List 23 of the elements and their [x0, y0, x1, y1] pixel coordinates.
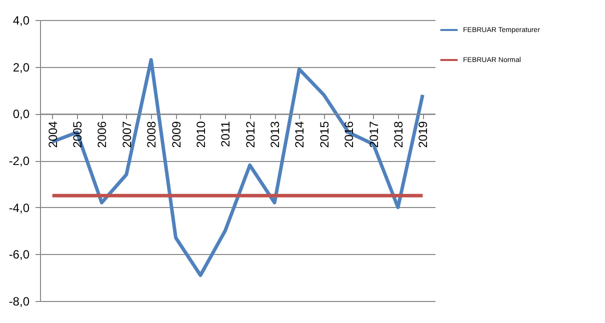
x-tick-label: 2016	[342, 120, 356, 148]
x-tick-label: 2008	[144, 120, 159, 148]
x-tick-label: 2013	[268, 120, 282, 148]
x-tick-label: 2006	[95, 120, 110, 148]
x-tick-label: 2017	[366, 120, 381, 148]
y-tick-label: -8,0	[8, 294, 30, 308]
x-tick-label: 2009	[169, 120, 184, 148]
x-tick-label: 2005	[70, 120, 85, 148]
y-tick-label: -2,0	[8, 154, 30, 168]
y-tick-label: -4,0	[8, 200, 30, 215]
x-tick-label: 2007	[120, 120, 134, 148]
x-tick-label: 2011	[218, 120, 233, 147]
x-tick-label: 2004	[46, 120, 60, 148]
x-tick-label: 2010	[194, 120, 208, 148]
x-tick-label: 2019	[416, 120, 430, 148]
y-tick-label: -6,0	[8, 248, 30, 262]
x-tick-label: 2015	[317, 120, 332, 148]
x-tick-label: 2012	[243, 120, 258, 148]
y-tick-label: 0,0	[12, 107, 30, 122]
y-tick-label: 2,0	[12, 60, 30, 74]
y-tick-label: 4,0	[12, 14, 30, 28]
x-tick-label: 2014	[292, 120, 307, 148]
x-tick-label: 2018	[391, 120, 406, 148]
